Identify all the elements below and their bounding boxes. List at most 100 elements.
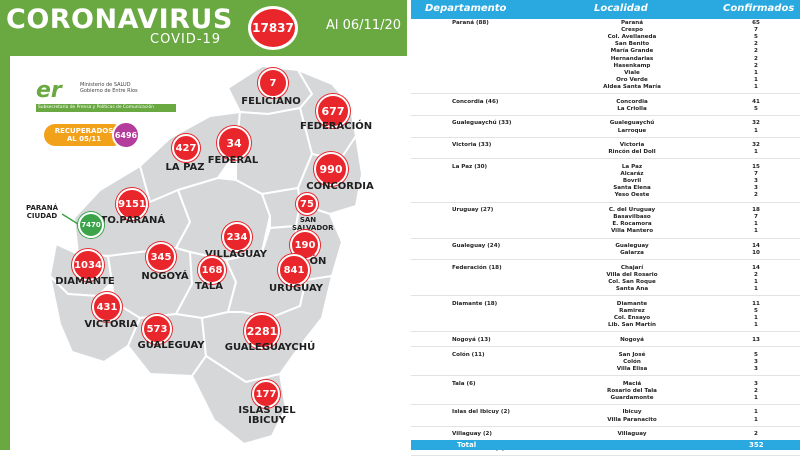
cell-departamento: Tala (6) — [452, 380, 476, 387]
cell-confirmados: 32 — [752, 142, 760, 149]
cell-localidad: Paraná — [620, 20, 643, 26]
district-label-uruguay: URUGUAY — [269, 283, 323, 294]
cell-confirmados: 1 — [754, 69, 758, 76]
district-label-tala: TALA — [195, 281, 223, 292]
cell-localidad: Hasenkamp — [613, 62, 651, 69]
cell-localidad: Villa del Rosario — [606, 272, 658, 278]
cell-localidad: Guardamonte — [610, 394, 654, 401]
table-row: Federación (18) Chajarí 14 — [411, 265, 800, 272]
table-row: Oro Verde 1 — [411, 77, 800, 84]
cell-confirmados: 2 — [754, 55, 758, 62]
report-date: Al 06/11/20 — [326, 18, 402, 33]
column-header-confirmados: Confirmados — [723, 3, 795, 14]
page-subtitle: COVID-19 — [150, 32, 222, 47]
cell-confirmados: 7 — [754, 171, 758, 178]
recovered-label-line1: RECUPERADOS — [54, 127, 114, 135]
cell-localidad: Col. Ensayo — [613, 315, 651, 322]
district-badge-islas-del-ibicuy: 177 — [252, 380, 280, 408]
cell-departamento: Victoria (33) — [452, 142, 492, 149]
district-badge-villaguay: 234 — [222, 222, 252, 252]
title-banner: CORONAVIRUS COVID-19 17837 Al 06/11/20 — [0, 0, 407, 56]
table-row: Bovril 3 — [411, 178, 800, 185]
group-separator — [411, 158, 800, 160]
district-badge-concordia: 990 — [314, 152, 348, 186]
table-row: Colón 3 — [411, 359, 800, 366]
table-row: Lib. San Martín 1 — [411, 322, 800, 329]
cell-departamento: Nogoyá (13) — [452, 336, 491, 343]
cell-departamento: Gualeguay (24) — [452, 243, 501, 250]
cell-localidad: Col. San Roque — [608, 279, 656, 286]
cell-localidad: Yeso Oeste — [614, 192, 650, 199]
cell-confirmados: 1 — [754, 394, 758, 401]
cell-localidad: Santa Ana — [615, 286, 649, 293]
table-row: Galarza 10 — [411, 250, 800, 257]
district-label-gualeguaychu: GUALEGUAYCHÚ — [224, 342, 316, 353]
cell-confirmados: 14 — [752, 243, 760, 250]
table-row: Col. Ensayo 1 — [411, 315, 800, 322]
district-badge-uruguay: 841 — [278, 254, 310, 286]
cell-departamento: Uruguay (27) — [452, 207, 494, 214]
cell-confirmados: 1 — [754, 228, 758, 235]
district-label-diamante: DIAMANTE — [55, 276, 115, 287]
cell-localidad: Hernandarias — [610, 55, 654, 62]
cell-confirmados: 5 — [754, 351, 758, 358]
cell-localidad: Villa Elisa — [616, 365, 648, 372]
table-row: Aldea Santa María 1 — [411, 84, 800, 91]
group-separator — [411, 93, 800, 94]
cell-confirmados: 2 — [754, 48, 758, 55]
district-badge-victoria: 431 — [92, 292, 122, 322]
table-row: Col. San Roque 1 — [411, 279, 800, 286]
group-separator — [411, 374, 800, 376]
table-row: Hasenkamp 2 — [411, 63, 800, 70]
group-separator — [411, 114, 800, 116]
cell-confirmados: 41 — [752, 98, 760, 105]
cell-localidad: Nogoyá — [620, 336, 644, 343]
district-badge-la-paz: 427 — [172, 134, 200, 162]
table-row: Tala (6) Maciá 3 — [411, 381, 800, 388]
cell-confirmados: 2 — [754, 431, 758, 438]
er-logo-icon: er — [36, 78, 62, 103]
cell-confirmados: 10 — [752, 250, 760, 257]
district-label-gualeguay: GUALEGUAY — [137, 340, 205, 351]
table-row: Villa del Rosario 2 — [411, 272, 800, 279]
district-badge-gualeguay: 573 — [142, 314, 172, 344]
table-row: Viale 1 — [411, 70, 800, 77]
table-row: Villa Elisa 3 — [411, 366, 800, 373]
table-row: Gualeguay (24) Gualeguay 14 — [411, 243, 800, 250]
cell-departamento: Islas del Ibicuy (2) — [452, 409, 510, 416]
cell-localidad: Villa Mantero — [610, 228, 654, 235]
map-region-islas-del-ibicuy — [191, 355, 287, 445]
cell-localidad: María Grande — [610, 48, 654, 55]
cell-localidad: Ibicuy — [622, 409, 642, 416]
cell-confirmados: 65 — [752, 20, 760, 26]
cell-confirmados: 15 — [752, 164, 760, 170]
recovered-count-badge: 6496 — [112, 121, 140, 149]
cell-confirmados: 2 — [754, 192, 758, 199]
column-header-localidad: Localidad — [594, 3, 648, 14]
district-badge-tala: 168 — [198, 256, 226, 284]
district-label-la-paz: LA PAZ — [165, 162, 205, 173]
cell-localidad: Crespo — [621, 27, 643, 34]
recovered-label-line2: AL 05/11 — [66, 135, 102, 143]
cell-localidad: Gualeguaychú — [609, 120, 655, 127]
cell-localidad: Chajarí — [620, 264, 644, 271]
cell-localidad: San Benito — [614, 41, 650, 48]
cell-localidad: Ramirez — [619, 308, 645, 314]
cell-confirmados: 5 — [754, 308, 758, 314]
cell-localidad: Galarza — [620, 250, 644, 257]
cell-confirmados: 1 — [754, 279, 758, 286]
cell-localidad: La Paz — [621, 164, 643, 170]
group-separator — [411, 403, 800, 405]
cell-departamento: Diamante (18) — [452, 300, 498, 307]
logo-title: Ministerio de SALUD Gobierno de Entre Rí… — [80, 82, 138, 94]
cell-confirmados: 2 — [754, 62, 758, 69]
cell-confirmados: 5 — [754, 34, 758, 41]
table-footer: Total 352 — [411, 440, 800, 450]
table-row: La Criolla 5 — [411, 106, 800, 113]
cell-confirmados: 1 — [754, 416, 758, 423]
cell-confirmados: 1 — [754, 315, 758, 322]
cell-confirmados: 1 — [754, 409, 758, 416]
table-row: Rosario del Tala 2 — [411, 388, 800, 395]
cell-confirmados: 5 — [754, 105, 758, 112]
table-row: Paraná (88) Paraná 65 — [411, 20, 800, 27]
